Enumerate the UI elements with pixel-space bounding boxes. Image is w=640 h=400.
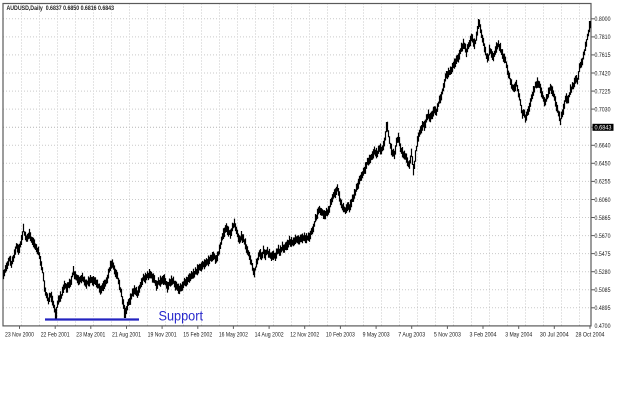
svg-text:0.7225: 0.7225 — [595, 88, 611, 95]
svg-text:12 Nov 2002: 12 Nov 2002 — [290, 331, 319, 338]
svg-text:0.7030: 0.7030 — [595, 106, 611, 113]
svg-text:10 Feb 2003: 10 Feb 2003 — [326, 331, 355, 338]
svg-text:0.7615: 0.7615 — [595, 52, 611, 59]
svg-text:16 May 2002: 16 May 2002 — [219, 331, 248, 338]
svg-text:AUDUSD,Daily 0.6837 0.6850 0.: AUDUSD,Daily 0.6837 0.6850 0.6816 0.6843 — [7, 5, 115, 12]
svg-text:23 May 2001: 23 May 2001 — [76, 331, 105, 338]
svg-text:21 Aug 2001: 21 Aug 2001 — [112, 331, 141, 338]
svg-text:0.8000: 0.8000 — [595, 16, 611, 23]
svg-text:Support: Support — [159, 307, 204, 323]
svg-text:15 Feb 2002: 15 Feb 2002 — [183, 331, 212, 338]
svg-text:0.5085: 0.5085 — [595, 287, 611, 294]
svg-text:28 Oct 2004: 28 Oct 2004 — [576, 331, 605, 338]
svg-text:0.6640: 0.6640 — [595, 143, 611, 150]
svg-text:0.5280: 0.5280 — [595, 269, 611, 276]
svg-text:9 May 2003: 9 May 2003 — [363, 331, 390, 338]
svg-text:0.6060: 0.6060 — [595, 197, 611, 204]
svg-text:0.4700: 0.4700 — [595, 323, 611, 330]
svg-text:0.5475: 0.5475 — [595, 251, 611, 258]
svg-text:0.5670: 0.5670 — [595, 233, 611, 240]
svg-text:22 Feb 2001: 22 Feb 2001 — [41, 331, 70, 338]
svg-text:23 Nov 2000: 23 Nov 2000 — [5, 331, 34, 338]
svg-text:0.6255: 0.6255 — [595, 179, 611, 186]
svg-text:19 Nov 2001: 19 Nov 2001 — [148, 331, 177, 338]
svg-text:0.7810: 0.7810 — [595, 34, 611, 41]
svg-text:14 Aug 2002: 14 Aug 2002 — [255, 331, 284, 338]
svg-text:3 Feb 2004: 3 Feb 2004 — [470, 331, 497, 338]
svg-text:0.5865: 0.5865 — [595, 215, 611, 222]
svg-text:0.6843: 0.6843 — [595, 125, 612, 132]
svg-text:0.6450: 0.6450 — [595, 161, 611, 168]
svg-text:30 Jul 2004: 30 Jul 2004 — [540, 331, 569, 338]
svg-text:3 May 2004: 3 May 2004 — [505, 331, 532, 338]
svg-text:7 Aug 2003: 7 Aug 2003 — [398, 331, 425, 338]
svg-text:0.7420: 0.7420 — [595, 70, 611, 77]
svg-text:0.4895: 0.4895 — [595, 305, 611, 312]
svg-text:5 Nov 2003: 5 Nov 2003 — [434, 331, 461, 338]
